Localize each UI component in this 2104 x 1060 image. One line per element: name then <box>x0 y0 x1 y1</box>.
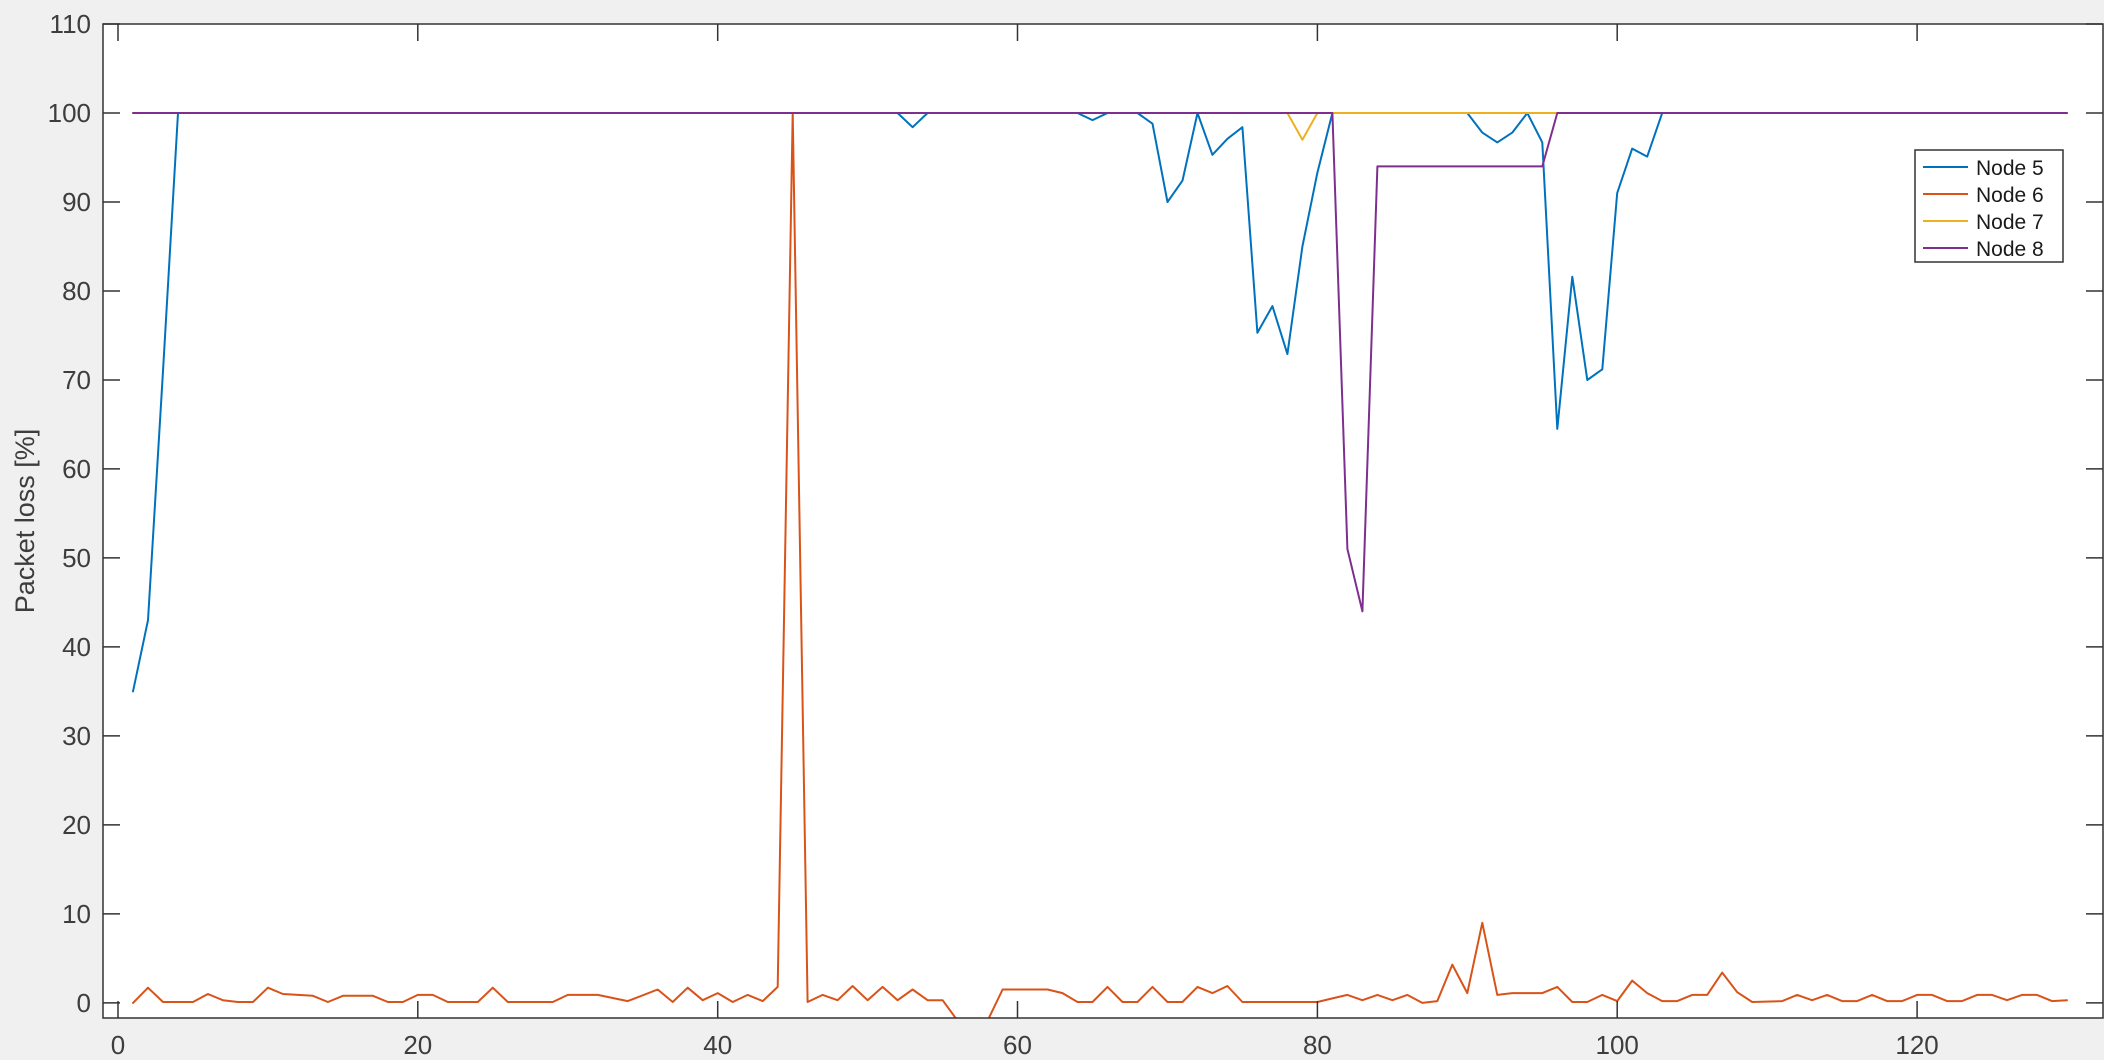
axes-box <box>102 23 2104 1019</box>
y-tick-label: 100 <box>48 98 91 128</box>
y-tick-label: 40 <box>62 632 91 662</box>
series-line-node-6 <box>132 112 2068 1018</box>
y-tick-label: 20 <box>62 810 91 840</box>
legend-label: Node 5 <box>1976 157 2044 180</box>
y-tick-label: 10 <box>62 899 91 929</box>
y-tick-label: 30 <box>62 721 91 751</box>
legend-label: Node 8 <box>1976 238 2044 261</box>
x-tick-label: 100 <box>1596 1030 1639 1060</box>
y-axis-label: Packet loss [%] <box>10 429 40 614</box>
x-tick-label: 40 <box>703 1030 732 1060</box>
y-tick-label: 70 <box>62 365 91 395</box>
y-tick-label: 80 <box>62 276 91 306</box>
legend-label: Node 7 <box>1976 211 2044 234</box>
y-tick-label: 110 <box>50 9 91 39</box>
plot-area <box>103 24 2103 1018</box>
legend-label: Node 6 <box>1976 184 2044 207</box>
series-line-node-8 <box>132 112 2068 613</box>
x-tick-label: 0 <box>111 1030 125 1060</box>
y-tick-label: 60 <box>62 454 91 484</box>
x-tick-label: 20 <box>403 1030 432 1060</box>
y-tick-label: 0 <box>77 988 91 1018</box>
x-tick-label: 80 <box>1303 1030 1332 1060</box>
y-tick-label: 50 <box>62 543 91 573</box>
x-tick-label: 120 <box>1895 1030 1938 1060</box>
y-tick-label: 90 <box>62 187 91 217</box>
legend-box <box>1914 149 2064 263</box>
x-tick-label: 60 <box>1003 1030 1032 1060</box>
